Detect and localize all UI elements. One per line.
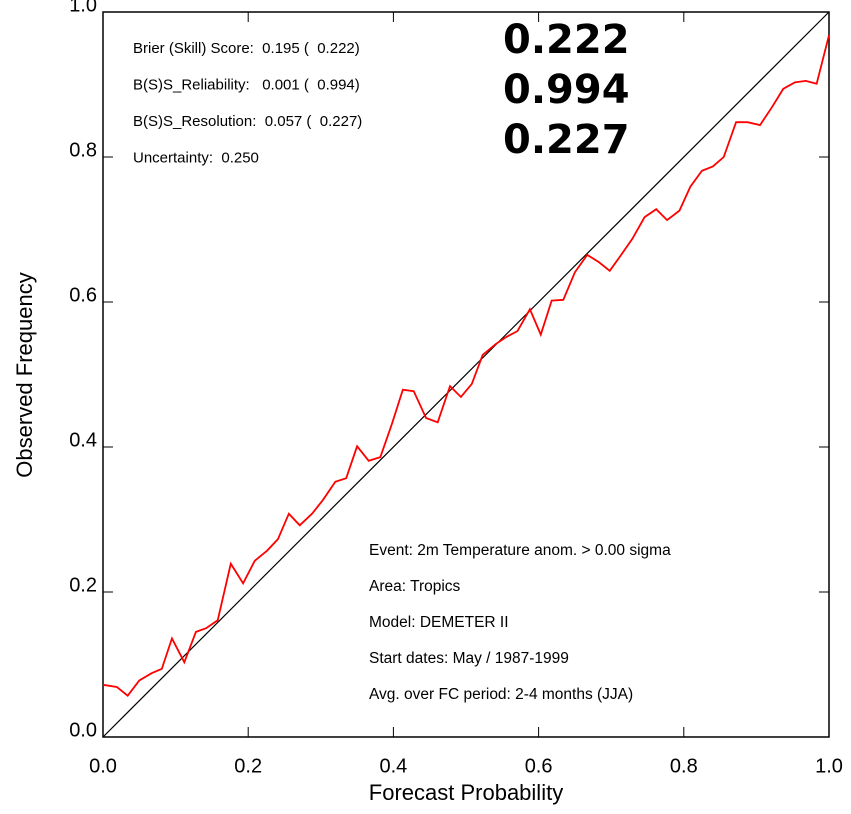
- y-tick-label: 1.0: [69, 0, 97, 16]
- annotation: Start dates: May / 1987-1999: [369, 650, 569, 667]
- y-tick-label: 0.4: [69, 429, 97, 451]
- x-tick-label: 0.4: [379, 755, 407, 777]
- plot-frame: [102, 11, 830, 738]
- highlight-value: 0.227: [503, 117, 630, 163]
- annotation: Event: 2m Temperature anom. > 0.00 sigma: [369, 542, 671, 559]
- stat-line: Brier (Skill) Score: 0.195 ( 0.222): [133, 40, 360, 57]
- annotation: Area: Tropics: [369, 578, 461, 595]
- annotation: Model: DEMETER II: [369, 614, 509, 631]
- y-axis-title: Observed Frequency: [12, 272, 37, 477]
- x-axis-title: Forecast Probability: [369, 780, 563, 805]
- highlight-value: 0.222: [503, 17, 630, 63]
- y-tick-label: 0.0: [69, 719, 97, 741]
- y-tick-label: 0.2: [69, 574, 97, 596]
- highlight-value: 0.994: [503, 67, 630, 113]
- y-tick-label: 0.8: [69, 139, 97, 161]
- annotation: Avg. over FC period: 2-4 months (JJA): [369, 686, 633, 703]
- stat-line: B(S)S_Resolution: 0.057 ( 0.227): [133, 113, 362, 130]
- x-tick-label: 0.2: [234, 755, 262, 777]
- data-line: [102, 34, 830, 697]
- stat-line: B(S)S_Reliability: 0.001 ( 0.994): [133, 76, 360, 93]
- y-tick-label: 0.6: [69, 284, 97, 306]
- stat-line: Uncertainty: 0.250: [133, 149, 259, 166]
- x-tick-label: 0.8: [670, 755, 698, 777]
- x-tick-label: 0.6: [525, 755, 553, 777]
- x-tick-label: 0.0: [89, 755, 117, 777]
- x-tick-label: 1.0: [815, 755, 843, 777]
- diagonal: [102, 11, 830, 738]
